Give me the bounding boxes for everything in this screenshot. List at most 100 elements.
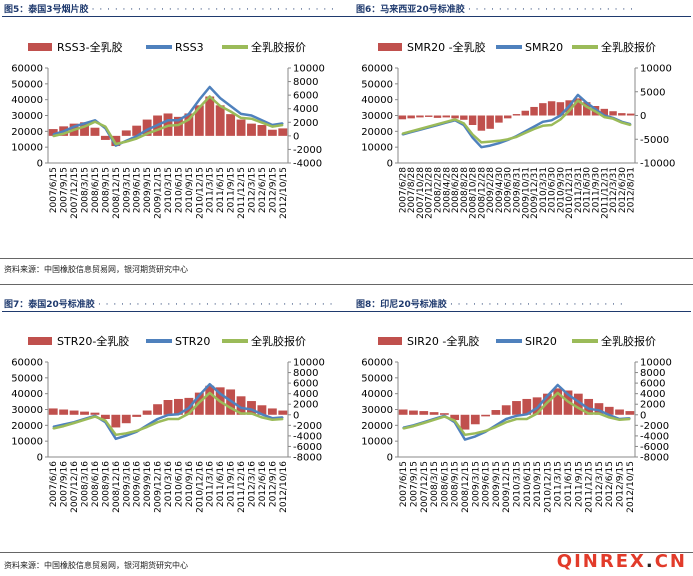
spread-bar — [48, 408, 58, 415]
quote-point — [422, 422, 425, 424]
price-point — [250, 114, 253, 117]
x-tick-label: 2011/3/15 — [206, 167, 216, 213]
price-point — [515, 415, 518, 417]
quote-point — [546, 401, 549, 404]
figure-7-title-text: 图7：泰国20号标准胶 — [4, 300, 95, 310]
quote-point — [621, 121, 623, 124]
quote-point — [577, 407, 580, 409]
right-tick-label: 0 — [293, 131, 299, 142]
quote-point — [536, 412, 538, 415]
right-tick-label: -10000 — [640, 159, 675, 170]
x-tick-label: 2008/12/15 — [461, 461, 471, 513]
quote-point — [556, 392, 559, 394]
x-tick-label: 2012/10/15 — [626, 461, 636, 513]
quote-point — [587, 412, 590, 415]
quote-point — [484, 430, 487, 432]
spread-bar — [574, 98, 582, 116]
quote-point — [629, 124, 632, 126]
spread-bar — [625, 411, 635, 415]
spread-bar — [121, 414, 131, 424]
quote-point — [427, 125, 430, 128]
quote-point — [495, 426, 497, 428]
header-dots: · · · · · · · · · · · · · · · · · · · · … — [449, 300, 624, 310]
x-tick-label: 2008/3/16 — [81, 461, 91, 507]
quote-point — [261, 121, 263, 124]
x-tick-label: 2012/3/16 — [247, 461, 257, 507]
spread-bar — [132, 414, 142, 417]
chart-sir20: SIR20 -全乳胶 SIR20 全乳胶报价01000020000300004000… — [361, 334, 672, 513]
x-tick-label: 2008/12/15 — [112, 167, 122, 219]
spread-bar — [615, 409, 624, 415]
spread-bar — [398, 115, 407, 120]
quote-point — [115, 434, 117, 436]
price-point — [546, 395, 549, 397]
price-point — [505, 418, 507, 420]
chart-panel-str20: STR20-全乳胶 STR20 全乳胶报价 0 10000 20000 30000 40000… — [0, 314, 346, 546]
quote-point — [454, 118, 456, 121]
spread-bar — [477, 115, 486, 131]
price-point — [585, 102, 588, 104]
spread-bar — [215, 105, 225, 136]
quote-point — [250, 117, 253, 120]
right-tick-label: 6000 — [293, 379, 318, 390]
legend-label: SIR20 -全乳胶 — [407, 334, 479, 348]
x-tick-label: 2012/6/15 — [605, 461, 615, 507]
legend-label: RSS3 — [175, 41, 204, 54]
x-tick-label: 2009/12/15 — [502, 461, 512, 513]
x-tick-label: 2008/9/16 — [101, 461, 111, 507]
x-tick-label: 2007/9/15 — [60, 167, 70, 213]
right-tick-label: -2000 — [293, 421, 322, 432]
spread-bar — [481, 414, 490, 417]
quote-point — [419, 128, 421, 130]
spread-bar — [501, 405, 511, 415]
price-point — [208, 86, 211, 88]
spread-bar — [460, 414, 470, 430]
spread-bar — [257, 405, 267, 415]
chart-panel-rss3: RSS3-全乳胶 RSS3 全乳胶报价 0 10000 20000 30000 40000 50… — [0, 20, 346, 252]
right-tick-label: 10000 — [640, 64, 672, 75]
quote-point — [542, 124, 544, 127]
price-point — [250, 408, 253, 411]
quote-point — [506, 138, 509, 141]
left-tick-label: 50000 — [361, 79, 393, 90]
x-tick-label: 2009/3/16 — [122, 461, 132, 507]
spread-bar — [626, 113, 635, 116]
price-point — [261, 119, 263, 122]
spread-bar — [80, 122, 89, 136]
price-point — [198, 394, 201, 397]
quote-point — [198, 401, 201, 404]
spread-bar — [194, 105, 204, 136]
quote-point — [598, 412, 600, 415]
price-point — [471, 136, 474, 139]
price-point — [489, 144, 491, 147]
x-tick-label: 2009/2/28 — [486, 167, 496, 213]
quote-point — [229, 110, 232, 113]
quote-point — [559, 118, 562, 121]
right-tick-label: 2000 — [640, 400, 665, 411]
quote-point — [167, 418, 169, 420]
quote-point — [612, 117, 614, 120]
spread-bar — [604, 406, 614, 415]
x-tick-label: 2008/3/15 — [81, 167, 91, 213]
spread-bar — [163, 400, 173, 415]
quote-point — [104, 419, 107, 422]
figure-8-title-text: 图8：印尼20号标准胶 — [356, 300, 447, 310]
quote-point — [198, 106, 201, 109]
spread-bar — [398, 409, 408, 415]
right-tick-label: 0 — [293, 410, 299, 421]
x-tick-label: 2012/3/31 — [609, 167, 619, 213]
quote-point — [498, 140, 500, 142]
header-dots: · · · · · · · · · · · · · · · · · · · · … — [91, 5, 335, 15]
spread-bar — [419, 411, 429, 415]
spread-bar — [429, 412, 439, 415]
spread-bar — [451, 115, 459, 119]
quote-point — [188, 118, 190, 121]
x-tick-label: 2007/6/15 — [49, 167, 59, 213]
left-tick-label: 0 — [387, 159, 393, 170]
x-tick-label: 2007/6/16 — [49, 461, 59, 507]
left-tick-label: 40000 — [361, 389, 393, 400]
price-point — [229, 399, 232, 402]
left-tick-label: 10000 — [361, 143, 393, 154]
quote-point — [135, 137, 138, 140]
left-tick-label: 20000 — [11, 421, 43, 432]
